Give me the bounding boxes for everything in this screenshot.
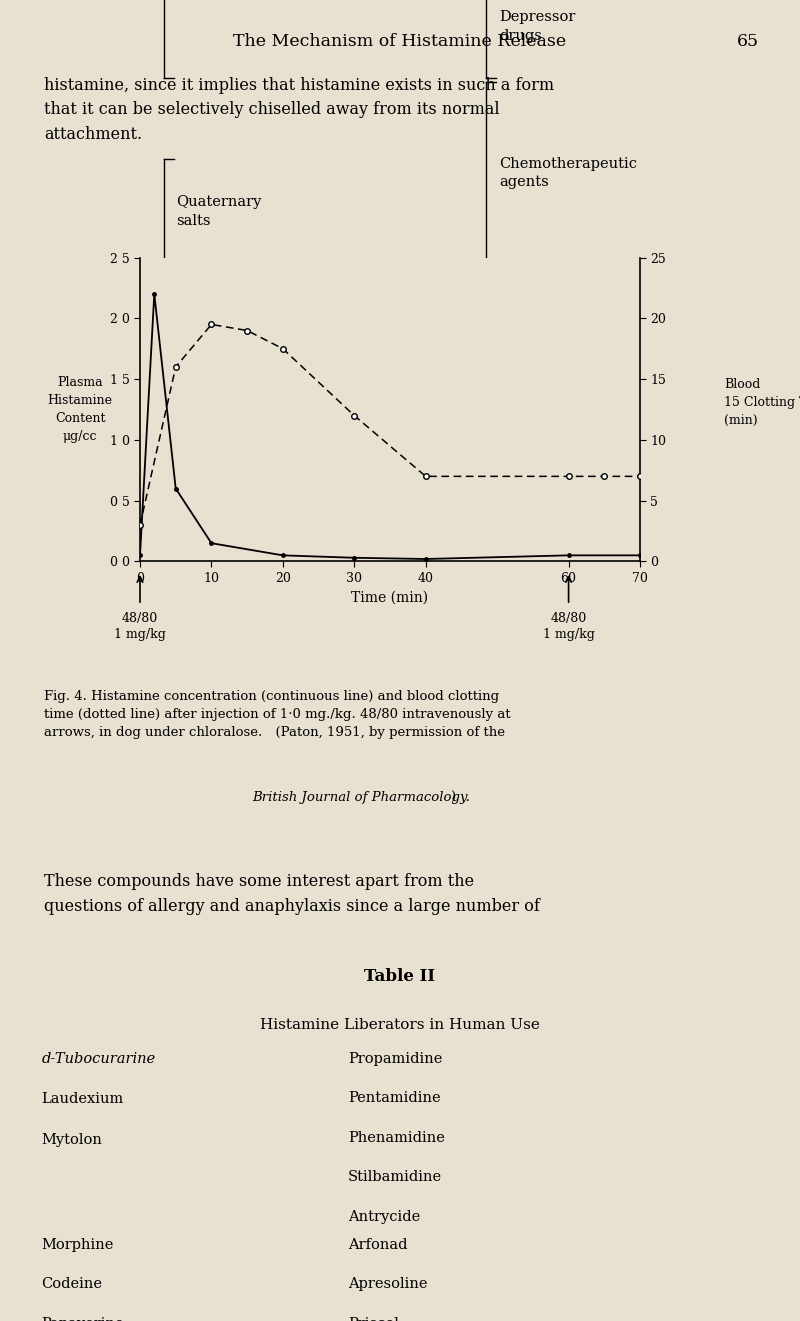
- Text: Mytolon: Mytolon: [42, 1133, 102, 1148]
- Text: British Journal of Pharmacology.: British Journal of Pharmacology.: [252, 791, 470, 804]
- Text: 48/80
1 mg/kg: 48/80 1 mg/kg: [542, 612, 594, 641]
- Text: Apresoline: Apresoline: [348, 1277, 427, 1292]
- Text: 48/80
1 mg/kg: 48/80 1 mg/kg: [114, 612, 166, 641]
- Text: Table II: Table II: [365, 968, 435, 985]
- Text: Chemotherapeutic
agents: Chemotherapeutic agents: [499, 157, 638, 189]
- Text: These compounds have some interest apart from the
questions of allergy and anaph: These compounds have some interest apart…: [44, 873, 540, 915]
- Text: Fig. 4. Histamine concentration (continuous line) and blood clotting
time (dotte: Fig. 4. Histamine concentration (continu…: [44, 690, 510, 738]
- Text: Quaternary
salts: Quaternary salts: [176, 196, 262, 227]
- Text: Laudexium: Laudexium: [42, 1092, 124, 1107]
- Text: Papaverine: Papaverine: [42, 1317, 124, 1321]
- Text: Antrycide: Antrycide: [348, 1210, 420, 1225]
- Text: Phenamidine: Phenamidine: [348, 1131, 445, 1145]
- Text: Propamidine: Propamidine: [348, 1052, 442, 1066]
- Text: Histamine Liberators in Human Use: Histamine Liberators in Human Use: [260, 1018, 540, 1033]
- Text: Arfonad: Arfonad: [348, 1238, 407, 1252]
- Text: Morphine: Morphine: [42, 1238, 114, 1252]
- Text: Depressor
drugs: Depressor drugs: [499, 11, 575, 42]
- Text: Plasma
Histamine
Content
μg/cc: Plasma Histamine Content μg/cc: [47, 376, 113, 443]
- Text: Codeine: Codeine: [42, 1277, 102, 1292]
- Text: d-Tubocurarine: d-Tubocurarine: [42, 1052, 156, 1066]
- X-axis label: Time (min): Time (min): [351, 590, 429, 605]
- Text: 65: 65: [737, 33, 759, 50]
- Text: ): ): [450, 791, 455, 804]
- Text: Pentamidine: Pentamidine: [348, 1091, 441, 1106]
- Text: histamine, since it implies that histamine exists in such a form
that it can be : histamine, since it implies that histami…: [44, 77, 554, 143]
- Text: Blood
15 Clotting Time
(min): Blood 15 Clotting Time (min): [724, 378, 800, 428]
- Text: Priscol: Priscol: [348, 1317, 399, 1321]
- Text: Stilbamidine: Stilbamidine: [348, 1170, 442, 1185]
- Text: The Mechanism of Histamine Release: The Mechanism of Histamine Release: [234, 33, 566, 50]
